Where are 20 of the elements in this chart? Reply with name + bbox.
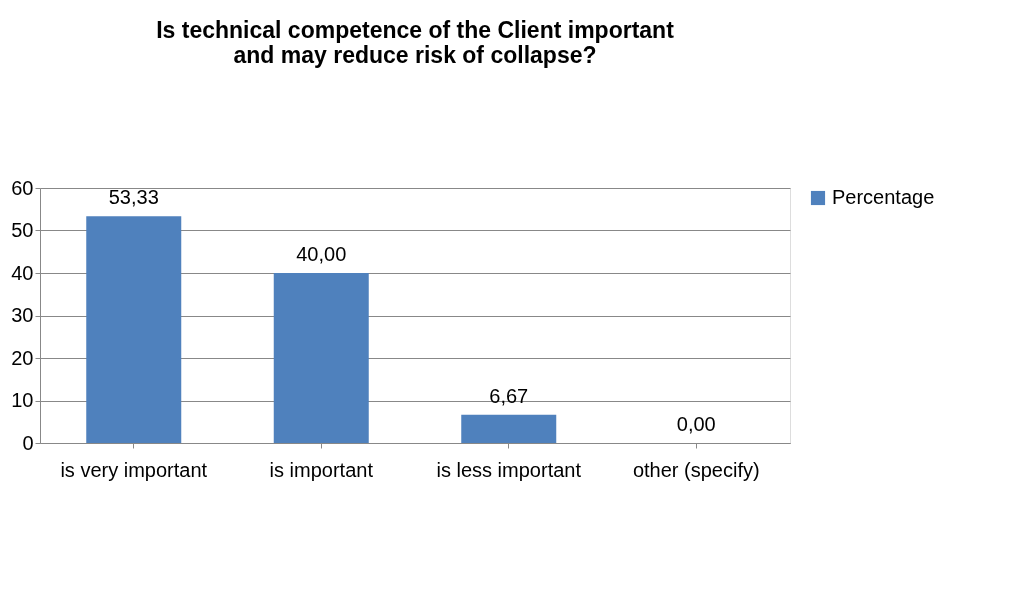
x-tick-label: is less important — [436, 458, 582, 481]
legend-label: Percentage — [832, 186, 935, 208]
x-tick-label: other (specify) — [632, 458, 760, 481]
y-tick-label: 40 — [11, 261, 34, 284]
bar — [461, 414, 557, 443]
x-tick-label: is very important — [60, 458, 208, 481]
text: 53,33 — [108, 186, 159, 209]
text: 40,00 — [296, 243, 347, 265]
text: 6,67 — [489, 384, 529, 407]
x-tick-label: is important — [269, 458, 374, 481]
y-tick-label: 20 — [11, 346, 34, 369]
y-tick-label: 0 — [22, 431, 34, 454]
y-tick-label: 30 — [11, 304, 34, 326]
chart-title: Is technical competence of the Client important and may reduce risk of collapse? — [156, 17, 675, 68]
text: 0,00 — [676, 413, 716, 435]
bar — [273, 273, 369, 443]
y-tick-label: 10 — [11, 389, 34, 411]
y-tick-label: 60 — [11, 176, 34, 199]
y-tick-label: 50 — [11, 219, 34, 241]
bar — [86, 216, 182, 443]
